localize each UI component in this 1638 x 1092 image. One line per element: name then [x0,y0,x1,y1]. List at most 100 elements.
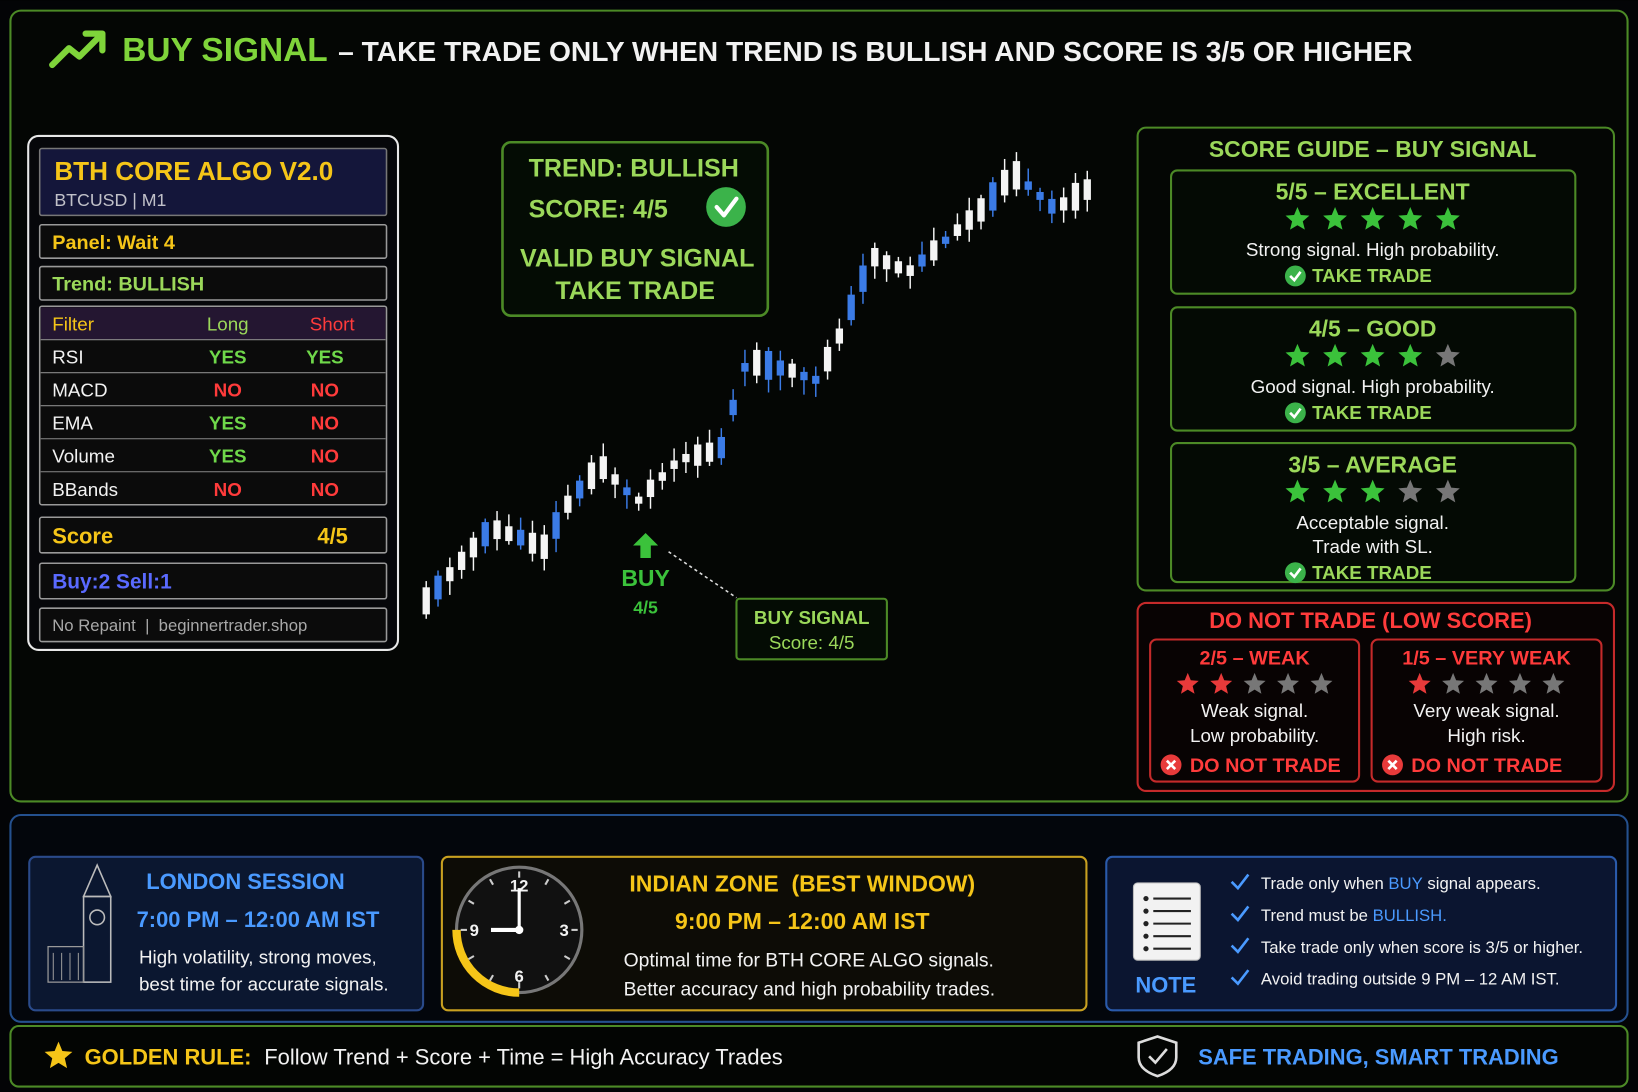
clock-label: 9 [470,921,479,940]
london-title: LONDON SESSION [146,869,345,894]
clock-tick [563,899,571,905]
candle-body [882,255,891,270]
clock-tick [489,878,494,886]
header-accent: BUY SIGNAL [122,32,327,69]
panel-title-box [38,147,388,217]
note-check [1230,969,1250,986]
candle-body [682,453,690,463]
candle-body [576,480,584,499]
candle-body [1083,179,1091,200]
star [1243,672,1266,694]
star [1442,672,1465,694]
candle-body [1059,197,1068,211]
candle-body [717,436,725,459]
clock-center [515,925,524,935]
dnt-heading: 1/5 – VERY WEAK [1402,648,1571,670]
guide-line: Strong signal. High probability. [1246,239,1500,260]
candle-body [859,265,867,292]
note-segment: signal appears. [1423,874,1541,893]
guide-line: Trade with SL. [1312,536,1433,557]
signal-score: SCORE: 4/5 [529,195,668,223]
guide-heading: 3/5 – AVERAGE [1288,451,1457,477]
note-check [1230,905,1250,922]
india-box [440,855,1088,1012]
dnt-item [1370,638,1603,783]
note-segment: BULLISH. [1373,906,1447,925]
star [1508,672,1531,694]
callout-score: Score: 4/5 [769,632,855,653]
notepad-bullet [1143,933,1149,939]
panel-title: BTH CORE ALGO V2.0 [54,156,333,186]
check-icon-mark [1289,567,1302,579]
star [1435,207,1460,230]
candle-body [764,350,773,380]
note-segment: Trend must be [1261,906,1373,925]
table-cell: YES [209,413,247,434]
table-cell: EMA [52,413,93,434]
dnt-action: DO NOT TRADE [1411,755,1562,777]
guide-item [1170,442,1577,584]
note-check [1230,873,1250,891]
london-box [28,855,425,1012]
candle-body [422,587,430,615]
clock-tick [468,955,475,961]
candle-body [564,495,572,513]
guide-heading: 4/5 – GOOD [1309,316,1437,342]
candle-body [658,472,666,481]
candle-body [446,567,454,582]
candle-body [1048,198,1056,214]
guide-action: TAKE TRADE [1312,562,1432,583]
candle-body [930,240,938,261]
signal-trend: TREND: BULLISH [529,155,739,183]
candle-body [434,575,442,600]
clock-window-arc [452,929,520,997]
candle-body [753,349,761,376]
trend-box [38,265,388,301]
candle-body [481,522,489,547]
slogan: SAFE TRADING, SMART TRADING [1198,1045,1558,1070]
star [1285,207,1310,230]
counts-box [38,562,388,600]
clock-label: 3 [559,921,568,940]
callout-title: BUY SIGNAL [754,607,870,628]
candle-body [1036,191,1044,200]
note-item: Trade only when BUY signal appears. [1261,874,1541,893]
candle-body [812,375,820,384]
callout-box [735,597,888,661]
table-header-cell: Filter [52,313,94,334]
guide-item [1170,169,1577,295]
footer-frame [9,1024,1629,1088]
star [1435,343,1460,367]
india-title: INDIAN ZONE (BEST WINDOW) [629,870,975,896]
table-cell: NO [311,479,339,500]
tower-clock [89,909,106,926]
panel-footer: No Repaint | beginnertrader.shop [52,616,307,635]
candle-body [741,363,749,372]
india-time: 9:00 PM – 12:00 AM IST [675,908,929,934]
x-icon-mark [1387,759,1398,770]
dnt-line: Weak signal. [1201,700,1308,721]
candle-body [788,363,796,378]
trend-icon [49,32,104,69]
star [1360,343,1385,367]
india-line: Optimal time for BTH CORE ALGO signals. [624,950,994,971]
candle-body [469,537,478,558]
candle-body [635,496,643,504]
note-segment: Take trade only when score is 3/5 or hig… [1261,938,1583,957]
clock-tick [563,955,571,961]
star [1435,479,1460,503]
candle-body [540,534,548,559]
star [1323,343,1347,367]
guide-heading: 5/5 – EXCELLENT [1276,179,1470,205]
table-cell: NO [311,413,339,434]
dnt-heading: 2/5 – WEAK [1200,648,1311,670]
candle-body [599,456,607,480]
candle-body [847,294,855,321]
guide-line: Acceptable signal. [1296,512,1449,533]
score-guide-title: SCORE GUIDE – BUY SIGNAL [1209,136,1537,162]
table-cell: Volume [52,446,115,467]
check-icon-mark [1289,270,1302,283]
candle-body [493,520,501,540]
table-cell: YES [209,446,247,467]
star [44,1041,73,1069]
